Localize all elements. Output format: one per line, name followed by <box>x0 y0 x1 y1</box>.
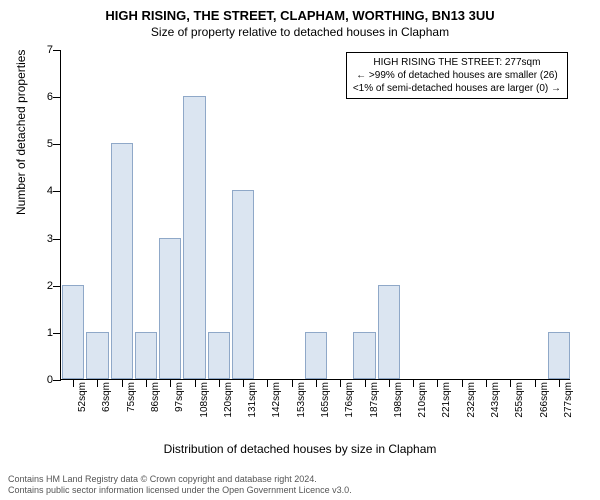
bar <box>353 332 375 379</box>
x-tick <box>340 379 341 387</box>
y-tick <box>53 333 61 334</box>
x-axis-title: Distribution of detached houses by size … <box>0 442 600 456</box>
bar <box>135 332 157 379</box>
bar <box>378 285 400 379</box>
x-tick <box>122 379 123 387</box>
bar <box>305 332 327 379</box>
page-title: HIGH RISING, THE STREET, CLAPHAM, WORTHI… <box>0 0 600 23</box>
bar <box>86 332 108 379</box>
chart-area: 0123456752sqm63sqm75sqm86sqm97sqm108sqm1… <box>60 50 570 380</box>
y-tick-label: 0 <box>33 374 53 386</box>
x-tick-label: 210sqm <box>417 382 428 418</box>
x-tick <box>365 379 366 387</box>
bar <box>111 143 133 379</box>
y-tick <box>53 97 61 98</box>
x-tick-label: 277sqm <box>563 382 574 418</box>
y-tick-label: 5 <box>33 138 53 150</box>
x-tick-label: 97sqm <box>174 382 185 412</box>
x-tick <box>510 379 511 387</box>
x-tick <box>219 379 220 387</box>
y-tick-label: 3 <box>33 233 53 245</box>
footnote-line-2: Contains public sector information licen… <box>8 485 352 496</box>
y-tick-label: 6 <box>33 91 53 103</box>
x-tick <box>486 379 487 387</box>
y-tick <box>53 286 61 287</box>
footnote: Contains HM Land Registry data © Crown c… <box>8 474 352 497</box>
y-tick <box>53 191 61 192</box>
x-tick <box>267 379 268 387</box>
x-tick <box>243 379 244 387</box>
footnote-line-1: Contains HM Land Registry data © Crown c… <box>8 474 352 485</box>
y-tick <box>53 239 61 240</box>
bar <box>232 190 254 379</box>
x-tick <box>413 379 414 387</box>
bar <box>62 285 84 379</box>
page-subtitle: Size of property relative to detached ho… <box>0 23 600 39</box>
x-tick <box>437 379 438 387</box>
bar <box>183 96 205 379</box>
x-tick <box>462 379 463 387</box>
x-tick-label: 63sqm <box>101 382 112 412</box>
x-tick-label: 266sqm <box>539 382 550 418</box>
x-tick-label: 131sqm <box>247 382 258 418</box>
x-tick-label: 221sqm <box>441 382 452 418</box>
bar <box>208 332 230 379</box>
x-tick-label: 86sqm <box>150 382 161 412</box>
y-tick <box>53 144 61 145</box>
x-tick-label: 52sqm <box>77 382 88 412</box>
y-tick-label: 2 <box>33 280 53 292</box>
y-axis-title: Number of detached properties <box>14 50 28 215</box>
x-tick-label: 153sqm <box>296 382 307 418</box>
x-tick-label: 187sqm <box>369 382 380 418</box>
x-tick <box>389 379 390 387</box>
y-tick-label: 7 <box>33 44 53 56</box>
y-tick <box>53 380 61 381</box>
x-tick <box>292 379 293 387</box>
x-tick-label: 243sqm <box>490 382 501 418</box>
x-tick-label: 75sqm <box>126 382 137 412</box>
y-tick-label: 1 <box>33 327 53 339</box>
x-tick <box>195 379 196 387</box>
x-tick <box>559 379 560 387</box>
x-tick-label: 142sqm <box>271 382 282 418</box>
x-tick-label: 120sqm <box>223 382 234 418</box>
x-tick-label: 176sqm <box>344 382 355 418</box>
plot-area: 0123456752sqm63sqm75sqm86sqm97sqm108sqm1… <box>60 50 570 380</box>
x-tick <box>97 379 98 387</box>
x-tick-label: 108sqm <box>199 382 210 418</box>
y-tick-label: 4 <box>33 185 53 197</box>
x-tick <box>170 379 171 387</box>
x-tick <box>146 379 147 387</box>
x-tick-label: 255sqm <box>514 382 525 418</box>
x-tick-label: 198sqm <box>393 382 404 418</box>
x-tick-label: 165sqm <box>320 382 331 418</box>
bar <box>159 238 181 379</box>
x-tick <box>73 379 74 387</box>
x-tick <box>316 379 317 387</box>
x-tick-label: 232sqm <box>466 382 477 418</box>
y-tick <box>53 50 61 51</box>
x-tick <box>535 379 536 387</box>
bar <box>548 332 570 379</box>
